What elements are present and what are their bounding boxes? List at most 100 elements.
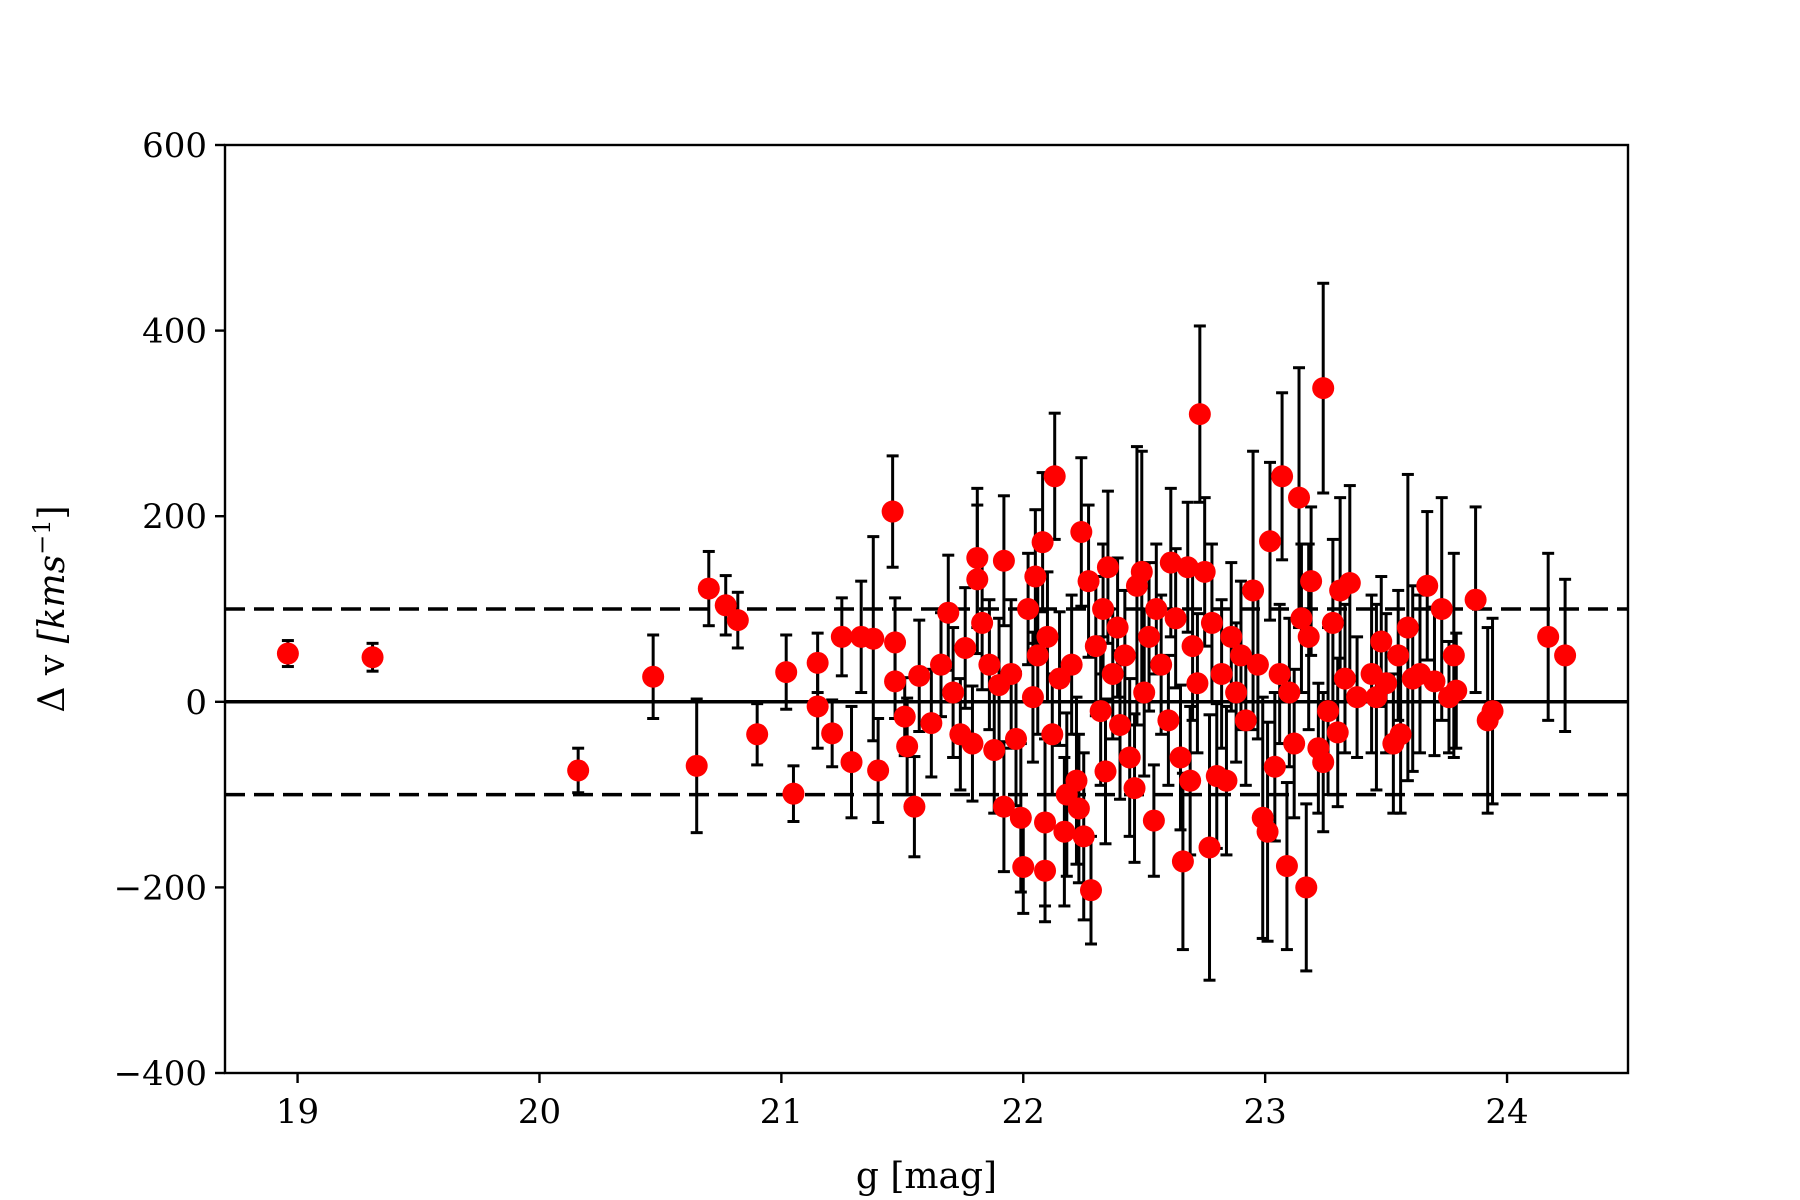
data-point: [983, 739, 1006, 762]
data-point: [1242, 579, 1265, 602]
data-point: [920, 712, 943, 735]
data-point: [966, 546, 989, 569]
data-point: [1130, 560, 1153, 583]
data-point: [1092, 598, 1115, 620]
data-point: [1041, 723, 1064, 746]
data-point: [714, 594, 737, 617]
y-tick-label: 0: [185, 683, 207, 723]
data-point: [1326, 721, 1349, 744]
data-point: [937, 601, 960, 624]
data-point: [1271, 465, 1294, 488]
x-axis-ticks: 19 20 21 22 23 24: [276, 1073, 1529, 1132]
x-tick-label: 23: [1244, 1092, 1287, 1132]
data-point: [971, 611, 994, 634]
x-tick-label: 22: [1002, 1092, 1045, 1132]
data-point: [896, 735, 919, 758]
data-point: [567, 759, 590, 782]
x-tick-label: 20: [518, 1092, 561, 1132]
data-point: [1034, 859, 1057, 882]
data-point: [1375, 672, 1398, 695]
data-point: [1150, 653, 1173, 676]
data-point: [1370, 630, 1393, 653]
data-point: [1283, 732, 1306, 755]
data-point: [830, 625, 853, 648]
data-point: [930, 653, 953, 676]
data-point: [782, 782, 805, 805]
data-point: [1176, 556, 1199, 579]
y-axis-label-unit: [kms: [32, 555, 73, 643]
data-point: [1300, 570, 1323, 593]
data-point: [1060, 653, 1083, 676]
data-point: [1333, 667, 1356, 690]
data-point: [903, 795, 926, 818]
data-point: [1079, 879, 1102, 902]
data-point: [1123, 777, 1146, 800]
data-point: [1024, 565, 1047, 588]
data-point: [881, 500, 904, 523]
data-point: [1423, 670, 1446, 693]
x-tick-label: 24: [1485, 1092, 1528, 1132]
data-point: [1268, 662, 1291, 685]
data-point: [1312, 377, 1335, 400]
data-point: [1278, 681, 1301, 704]
data-point: [942, 681, 965, 704]
y-tick-label: −200: [114, 868, 207, 908]
data-point: [1346, 686, 1369, 709]
y-axis-label-prefix: Δ v: [32, 643, 73, 712]
data-point: [1031, 531, 1054, 554]
data-point: [1220, 625, 1243, 648]
data-point: [1118, 746, 1141, 769]
plot-area-frame: [223, 143, 1630, 1075]
data-point: [1070, 520, 1093, 543]
data-point: [1106, 616, 1129, 639]
data-point: [1017, 598, 1040, 620]
y-axis-label-exponent: −1: [28, 519, 56, 554]
data-point: [1312, 751, 1335, 774]
data-point: [1537, 625, 1560, 648]
data-point: [966, 568, 989, 591]
y-tick-label: 400: [142, 312, 207, 352]
data-point: [1171, 850, 1194, 873]
data-point: [992, 795, 1015, 818]
data-point: [1012, 855, 1035, 878]
data-points: [276, 377, 1577, 902]
data-point: [1445, 679, 1468, 702]
data-point: [1246, 653, 1269, 676]
data-point: [276, 642, 299, 665]
y-tick-label: 200: [142, 497, 207, 537]
data-point: [1229, 644, 1252, 667]
data-point: [1295, 876, 1318, 899]
data-point: [961, 732, 984, 755]
data-point: [746, 723, 769, 746]
data-point: [1109, 714, 1132, 736]
data-point: [1145, 598, 1168, 620]
data-point: [1142, 809, 1165, 832]
data-point: [1321, 611, 1344, 634]
data-point: [1416, 574, 1439, 597]
y-axis-label: Δ v [kms−1]: [28, 505, 73, 712]
data-point: [862, 627, 885, 650]
data-point: [1396, 616, 1419, 639]
data-point: [1193, 560, 1216, 583]
data-point: [884, 631, 907, 654]
data-point: [1159, 551, 1182, 574]
data-point: [697, 577, 720, 600]
x-tick-label: 21: [760, 1092, 803, 1132]
data-point: [1077, 570, 1100, 593]
data-point: [1338, 572, 1361, 595]
data-point: [1275, 855, 1298, 878]
data-point: [1021, 686, 1044, 709]
data-point: [1138, 625, 1161, 648]
data-point: [1157, 709, 1180, 732]
data-point: [685, 754, 708, 777]
data-point: [1387, 644, 1410, 667]
data-point: [806, 695, 829, 718]
data-point: [1067, 797, 1090, 820]
data-point: [726, 609, 749, 632]
y-tick-label: 600: [142, 126, 207, 166]
data-point: [992, 549, 1015, 572]
data-point: [1210, 662, 1233, 685]
y-axis-ticks: −400 −200 0 200 400 600: [114, 126, 225, 1094]
